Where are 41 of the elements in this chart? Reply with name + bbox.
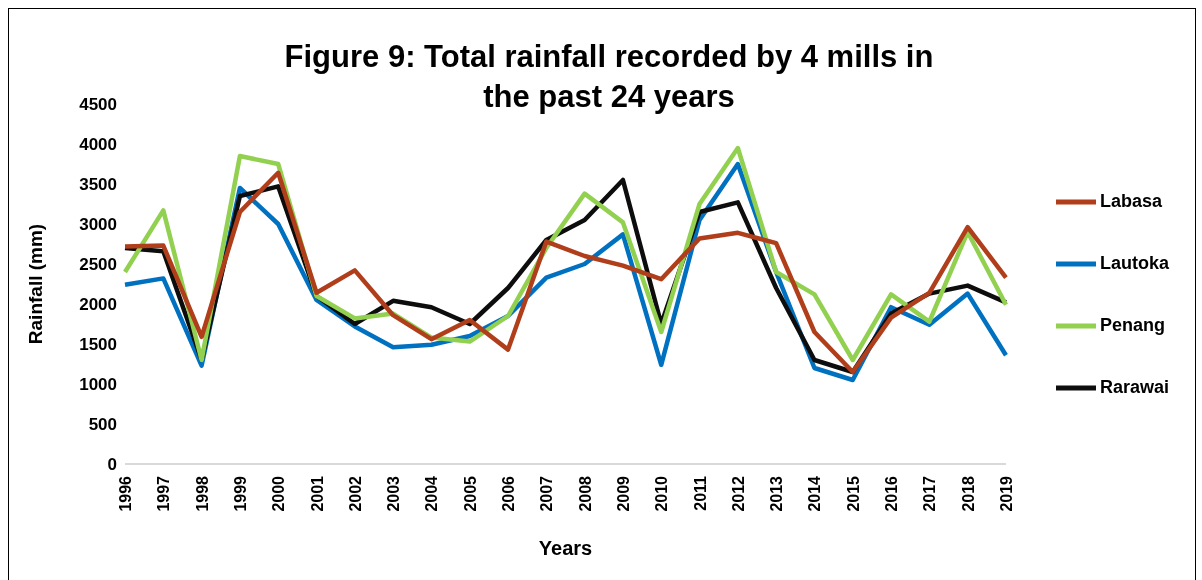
x-tick-label: 1999 — [231, 475, 249, 512]
x-tick-label: 2015 — [844, 475, 862, 512]
x-tick-label: 2012 — [729, 475, 747, 512]
x-tick-label: 2002 — [346, 475, 364, 512]
x-tick-label: 2003 — [385, 475, 403, 512]
y-tick-label: 2500 — [79, 255, 117, 275]
x-tick-label: 2007 — [538, 475, 556, 512]
y-tick-label: 500 — [88, 415, 117, 435]
legend-label: Lautoka — [1099, 253, 1169, 273]
x-tick-label: 2019 — [997, 475, 1015, 512]
x-tick-label: 2013 — [768, 475, 786, 512]
x-tick-label: 2001 — [308, 475, 326, 512]
x-tick-label: 2004 — [423, 475, 441, 512]
x-axis-title: Years — [538, 537, 593, 559]
legend-label: Penang — [1099, 315, 1165, 335]
x-tick-label: 2005 — [461, 475, 479, 512]
x-tick-label: 2017 — [921, 475, 939, 512]
chart-title: Figure 9: Total rainfall recorded by 4 mills in the past 24 years — [283, 38, 935, 116]
x-tick-label: 2008 — [576, 475, 594, 512]
y-tick-label: 0 — [107, 455, 117, 475]
x-tick-label: 2014 — [806, 475, 824, 512]
x-tick-label: 2009 — [614, 475, 632, 512]
x-tick-label: 2000 — [270, 475, 288, 512]
y-tick-label: 4000 — [79, 135, 117, 155]
legend-label: Rarawai — [1099, 377, 1169, 397]
x-tick-label: 2010 — [653, 475, 671, 512]
x-tick-label: 2006 — [500, 475, 518, 512]
x-tick-label: 2018 — [959, 475, 977, 512]
y-tick-label: 2000 — [79, 295, 117, 315]
y-tick-label: 1000 — [79, 375, 117, 395]
legend-label: Labasa — [1099, 191, 1162, 211]
x-tick-label: 2016 — [883, 475, 901, 512]
x-tick-label: 1998 — [193, 475, 211, 512]
x-tick-label: 1997 — [155, 475, 173, 512]
y-axis-title: Rainfall (mm) — [24, 223, 46, 345]
x-tick-label: 1996 — [117, 475, 134, 512]
y-tick-label: 1500 — [79, 335, 117, 355]
y-tick-label: 3500 — [79, 175, 117, 195]
y-tick-label: 4500 — [79, 95, 117, 115]
x-tick-label: 2011 — [691, 475, 709, 511]
y-tick-label: 3000 — [79, 215, 117, 235]
